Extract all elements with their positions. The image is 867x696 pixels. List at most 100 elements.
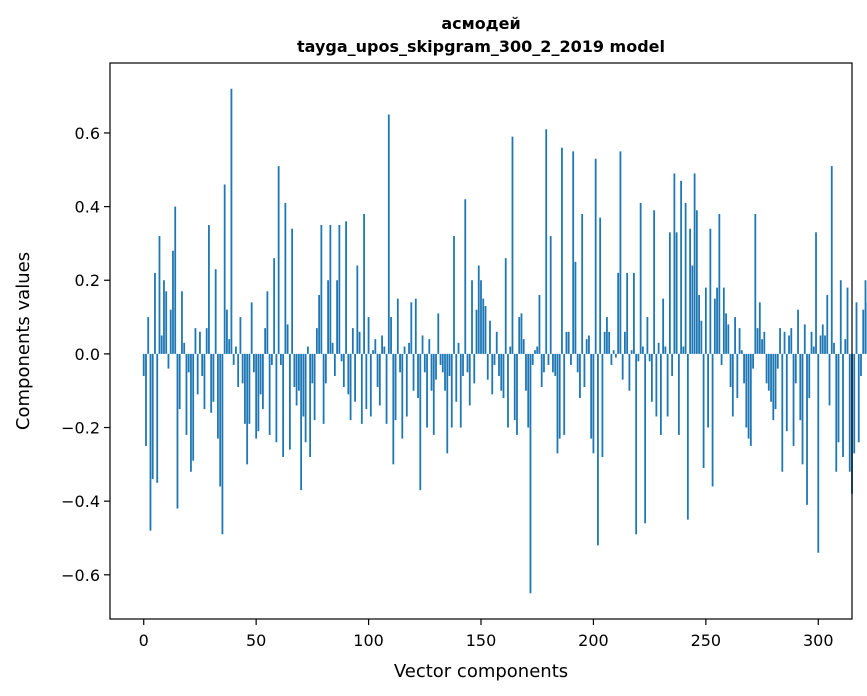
bar — [327, 280, 329, 354]
bar — [815, 232, 817, 354]
bar — [356, 265, 359, 354]
bar — [374, 339, 377, 354]
bar — [428, 339, 431, 354]
bar — [417, 353, 419, 399]
bar — [414, 298, 417, 354]
bar — [781, 353, 784, 472]
x-axis-ticks: 0 50 100 150 200 250 300 — [139, 619, 834, 650]
bar — [217, 353, 219, 439]
bar — [567, 331, 570, 354]
bar — [855, 302, 858, 354]
bar — [466, 353, 469, 373]
bar — [430, 353, 433, 391]
bar — [668, 232, 671, 354]
bar — [154, 272, 156, 354]
bar — [408, 342, 410, 354]
bar — [621, 353, 624, 380]
bar — [185, 353, 188, 435]
bar — [329, 225, 332, 354]
bar — [387, 114, 390, 354]
bar — [731, 353, 734, 417]
bar — [315, 328, 318, 354]
bar — [570, 353, 572, 365]
bar — [291, 228, 294, 354]
bar — [480, 280, 482, 354]
bar — [817, 353, 820, 553]
bar — [749, 353, 752, 446]
bar — [790, 328, 793, 354]
bar — [396, 298, 399, 354]
bar — [745, 353, 748, 428]
bar — [516, 353, 518, 435]
bar — [846, 287, 849, 354]
bar — [455, 353, 458, 402]
bar — [223, 184, 226, 354]
bar — [354, 353, 356, 402]
bar — [758, 302, 761, 354]
bar — [639, 202, 642, 354]
bar — [372, 350, 374, 354]
bar — [662, 298, 665, 354]
bar — [659, 353, 662, 435]
bar — [309, 353, 312, 457]
bar — [502, 353, 505, 399]
bar — [666, 353, 669, 417]
bar — [351, 328, 354, 354]
bar — [392, 353, 395, 465]
bar — [203, 353, 206, 410]
bar — [151, 353, 154, 480]
bar — [581, 213, 584, 354]
bar — [729, 353, 732, 388]
bar — [754, 213, 757, 354]
bar — [765, 353, 768, 384]
bar — [509, 346, 512, 354]
bar — [448, 353, 451, 376]
bar — [439, 353, 442, 365]
x-tick-label: 150 — [466, 631, 497, 650]
bar — [320, 225, 323, 354]
y-tick-label: 0.2 — [75, 271, 100, 290]
bar — [763, 331, 766, 354]
bar — [779, 328, 781, 354]
bar — [812, 346, 815, 354]
bar — [664, 346, 667, 354]
chart-title-line-1: асмодей — [441, 14, 520, 33]
bar — [286, 324, 289, 354]
bar — [646, 317, 649, 354]
bar — [322, 353, 325, 424]
bar — [653, 210, 656, 354]
bar — [435, 353, 437, 380]
bar — [275, 353, 278, 443]
bar — [304, 353, 307, 443]
bar — [518, 317, 521, 354]
bar — [477, 265, 480, 354]
bar — [221, 353, 224, 535]
bar — [545, 129, 548, 354]
bar — [633, 272, 635, 354]
bar — [788, 335, 790, 354]
bar — [839, 280, 842, 354]
bar — [848, 353, 851, 472]
bar — [590, 353, 593, 439]
bar — [543, 353, 545, 373]
bar — [248, 353, 251, 424]
bar — [336, 280, 338, 354]
bar — [711, 353, 714, 487]
bar — [214, 269, 217, 354]
bar — [585, 339, 588, 354]
bar — [864, 280, 867, 354]
bar — [167, 353, 170, 369]
bar — [493, 353, 496, 365]
bar — [603, 331, 606, 354]
bar — [295, 353, 298, 406]
bar — [772, 353, 775, 421]
bar — [385, 353, 388, 424]
x-tick-label: 100 — [353, 631, 384, 650]
bar — [722, 287, 725, 354]
bar — [736, 353, 739, 399]
bar — [738, 328, 741, 354]
bar — [835, 353, 838, 472]
bar — [365, 353, 368, 410]
bar — [695, 210, 698, 354]
y-tick-label: 0.4 — [75, 198, 100, 217]
